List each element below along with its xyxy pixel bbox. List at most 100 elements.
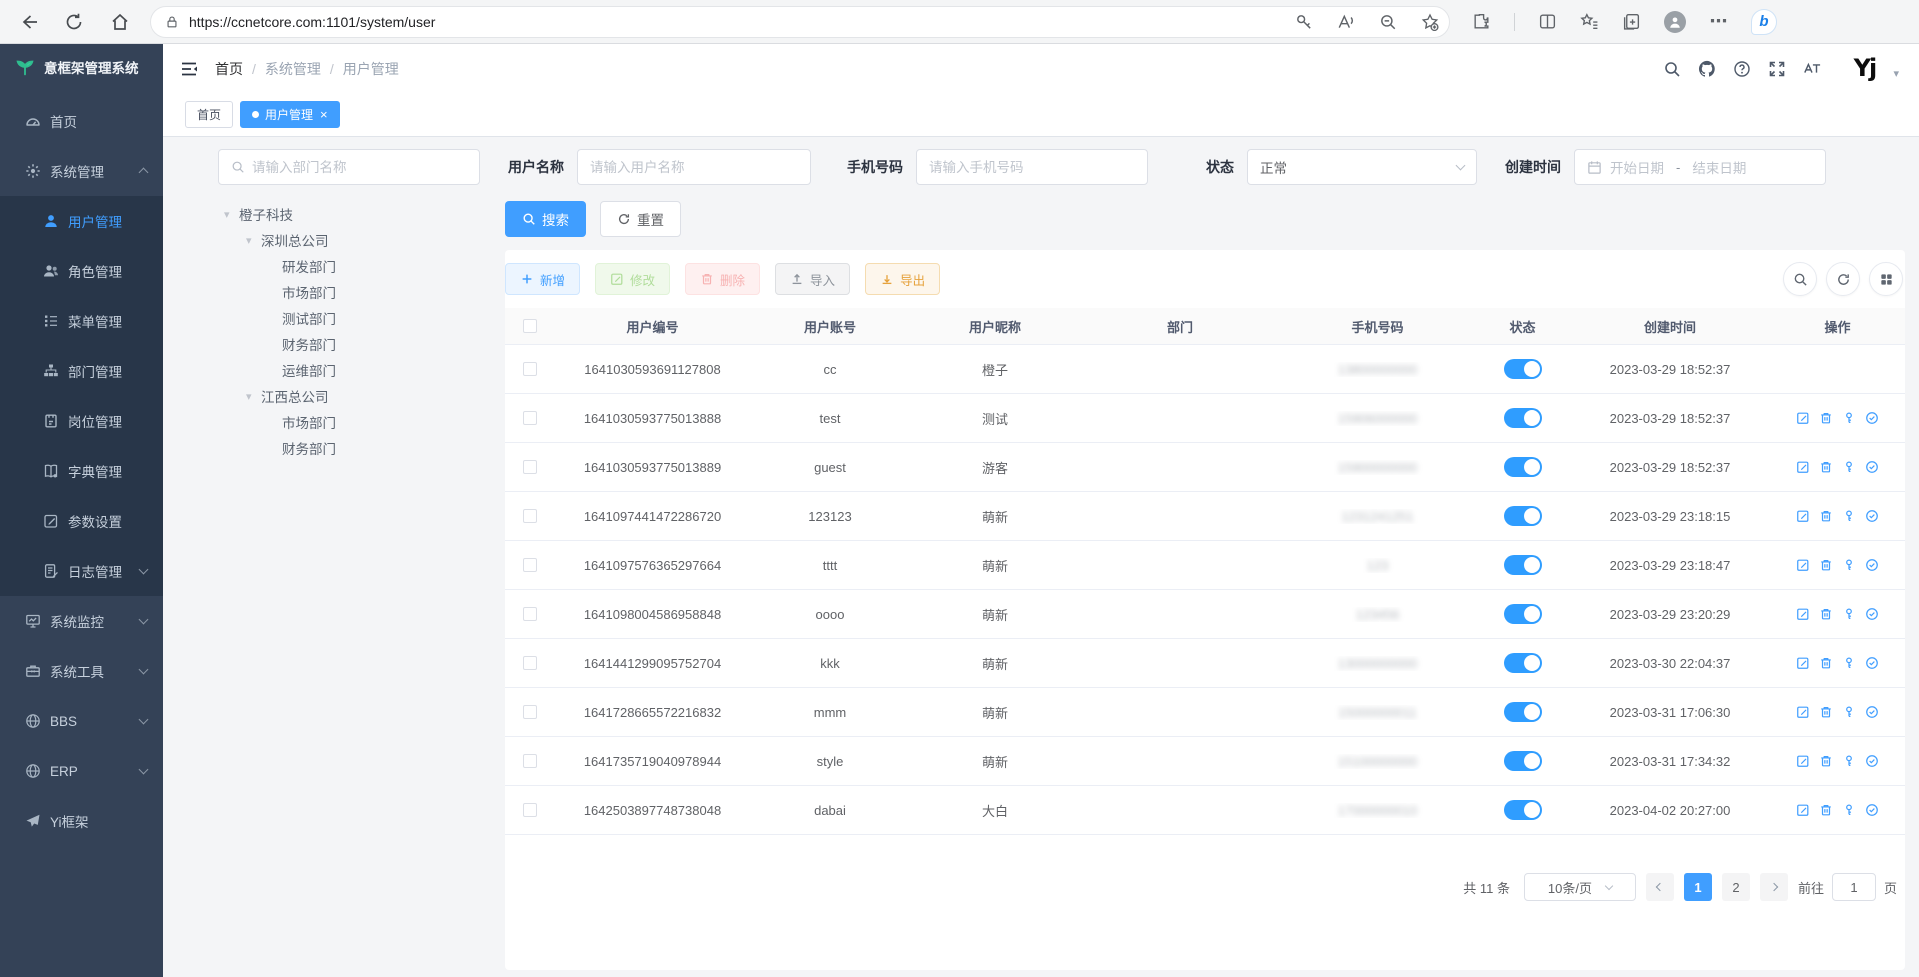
date-range-picker[interactable]: 开始日期 - 结束日期 xyxy=(1574,149,1826,185)
row-delete-icon[interactable] xyxy=(1819,411,1833,425)
tree-node[interactable]: 市场部门 xyxy=(218,409,505,435)
extensions-icon[interactable] xyxy=(1472,12,1491,31)
row-edit-icon[interactable] xyxy=(1796,460,1810,474)
row-edit-icon[interactable] xyxy=(1796,656,1810,670)
prev-page-button[interactable] xyxy=(1645,873,1674,901)
status-toggle[interactable] xyxy=(1503,359,1542,379)
select-all-checkbox[interactable] xyxy=(523,319,537,333)
reset-button[interactable]: 重置 xyxy=(600,201,681,237)
row-checkbox[interactable] xyxy=(523,411,537,425)
row-edit-icon[interactable] xyxy=(1796,607,1810,621)
browser-refresh-icon[interactable] xyxy=(64,12,84,32)
row-edit-icon[interactable] xyxy=(1796,705,1810,719)
row-delete-icon[interactable] xyxy=(1819,509,1833,523)
status-toggle[interactable] xyxy=(1503,702,1542,722)
row-reset-password-icon[interactable] xyxy=(1842,509,1856,523)
toolbar-search-icon[interactable] xyxy=(1783,262,1817,296)
sidebar-item-yi-framework[interactable]: Yi框架 xyxy=(0,796,163,846)
phone-input[interactable] xyxy=(916,149,1148,185)
tree-node[interactable]: 市场部门 xyxy=(218,279,505,305)
export-button[interactable]: 导出 xyxy=(865,263,941,295)
tab-home[interactable]: 首页 xyxy=(185,101,234,128)
copilot-bing-icon[interactable]: b xyxy=(1751,8,1777,35)
row-reset-password-icon[interactable] xyxy=(1842,558,1856,572)
user-avatar[interactable]: Yj xyxy=(1853,53,1878,82)
more-options-icon[interactable]: ⋯ xyxy=(1709,11,1728,31)
status-toggle[interactable] xyxy=(1503,506,1542,526)
row-checkbox[interactable] xyxy=(523,656,537,670)
favorites-bar-icon[interactable] xyxy=(1580,12,1599,31)
dept-search-input[interactable] xyxy=(218,149,480,185)
delete-button[interactable]: 删除 xyxy=(685,263,761,295)
tree-node[interactable]: 财务部门 xyxy=(218,331,505,357)
status-toggle[interactable] xyxy=(1503,800,1542,820)
status-toggle[interactable] xyxy=(1503,457,1542,477)
tree-node[interactable]: 测试部门 xyxy=(218,305,505,331)
row-delete-icon[interactable] xyxy=(1819,754,1833,768)
split-screen-icon[interactable] xyxy=(1538,12,1557,31)
collections-icon[interactable] xyxy=(1622,12,1641,31)
status-toggle[interactable] xyxy=(1503,408,1542,428)
tree-node[interactable]: 财务部门 xyxy=(218,435,505,461)
status-toggle[interactable] xyxy=(1503,751,1542,771)
github-icon[interactable] xyxy=(1698,60,1716,78)
tree-node[interactable]: 研发部门 xyxy=(218,253,505,279)
browser-back-icon[interactable] xyxy=(18,12,38,32)
dept-name-field[interactable] xyxy=(252,159,467,175)
row-delete-icon[interactable] xyxy=(1819,656,1833,670)
row-delete-icon[interactable] xyxy=(1819,803,1833,817)
row-assign-role-icon[interactable] xyxy=(1865,558,1879,572)
app-logo[interactable]: 意框架管理系统 xyxy=(0,44,163,90)
row-assign-role-icon[interactable] xyxy=(1865,509,1879,523)
sidebar-item-bbs[interactable]: BBS xyxy=(0,696,163,746)
row-assign-role-icon[interactable] xyxy=(1865,754,1879,768)
breadcrumb-system[interactable]: 系统管理 xyxy=(264,60,321,77)
import-button[interactable]: 导入 xyxy=(775,263,851,295)
row-edit-icon[interactable] xyxy=(1796,558,1810,572)
sidebar-item-dept-management[interactable]: 部门管理 xyxy=(0,346,163,396)
row-reset-password-icon[interactable] xyxy=(1842,656,1856,670)
edit-button[interactable]: 修改 xyxy=(595,263,671,295)
header-search-icon[interactable] xyxy=(1663,60,1681,78)
row-checkbox[interactable] xyxy=(523,754,537,768)
breadcrumb-user[interactable]: 用户管理 xyxy=(342,60,399,77)
row-assign-role-icon[interactable] xyxy=(1865,705,1879,719)
row-checkbox[interactable] xyxy=(523,509,537,523)
row-assign-role-icon[interactable] xyxy=(1865,656,1879,670)
row-reset-password-icon[interactable] xyxy=(1842,705,1856,719)
next-page-button[interactable] xyxy=(1759,873,1788,901)
avatar-caret-icon[interactable]: ▾ xyxy=(1893,68,1899,80)
browser-home-icon[interactable] xyxy=(110,12,130,32)
browser-address-bar[interactable]: https://ccnetcore.com:1101/system/user xyxy=(150,5,1450,38)
row-delete-icon[interactable] xyxy=(1819,705,1833,719)
row-edit-icon[interactable] xyxy=(1796,754,1810,768)
row-checkbox[interactable] xyxy=(523,460,537,474)
row-reset-password-icon[interactable] xyxy=(1842,607,1856,621)
sidebar-item-erp[interactable]: ERP xyxy=(0,746,163,796)
row-assign-role-icon[interactable] xyxy=(1865,460,1879,474)
row-edit-icon[interactable] xyxy=(1796,509,1810,523)
zoom-out-icon[interactable] xyxy=(1379,13,1397,31)
tree-caret-icon[interactable]: ▾ xyxy=(224,208,230,221)
tab-user-management[interactable]: 用户管理 × xyxy=(240,101,340,128)
status-toggle[interactable] xyxy=(1503,555,1542,575)
sidebar-item-user-management[interactable]: 用户管理 xyxy=(0,196,163,246)
sidebar-item-system-management[interactable]: 系统管理 xyxy=(0,146,163,196)
row-checkbox[interactable] xyxy=(523,705,537,719)
row-delete-icon[interactable] xyxy=(1819,607,1833,621)
status-select[interactable]: 正常 xyxy=(1247,149,1477,185)
row-reset-password-icon[interactable] xyxy=(1842,411,1856,425)
sidebar-item-system-monitor[interactable]: 系统监控 xyxy=(0,596,163,646)
add-button[interactable]: 新增 xyxy=(505,263,581,295)
browser-profile-avatar[interactable] xyxy=(1664,10,1686,33)
status-toggle[interactable] xyxy=(1503,653,1542,673)
row-reset-password-icon[interactable] xyxy=(1842,803,1856,817)
sidebar-item-menu-management[interactable]: 菜单管理 xyxy=(0,296,163,346)
row-checkbox[interactable] xyxy=(523,558,537,572)
goto-page-input[interactable] xyxy=(1831,873,1876,901)
sidebar-item-home[interactable]: 首页 xyxy=(0,96,163,146)
tab-close-icon[interactable]: × xyxy=(320,107,328,122)
toolbar-refresh-icon[interactable] xyxy=(1826,262,1860,296)
tree-caret-icon[interactable]: ▾ xyxy=(246,234,252,247)
sidebar-item-post-management[interactable]: 岗位管理 xyxy=(0,396,163,446)
